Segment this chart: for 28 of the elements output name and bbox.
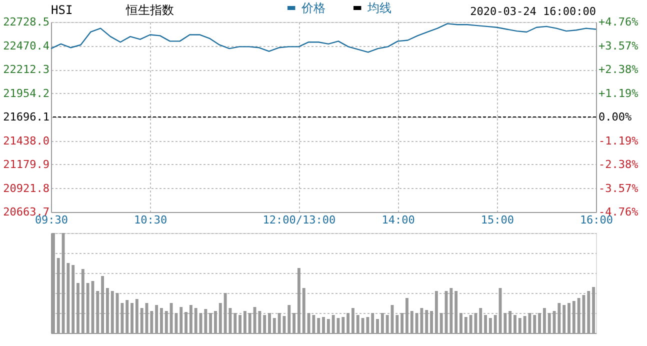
y2-tick-label: +3.57% <box>598 39 639 52</box>
y-tick-label: 21954.2 <box>3 86 50 100</box>
y2-tick-label: -2.38% <box>598 158 639 171</box>
x-tick-label: 16:00 <box>580 214 614 226</box>
y2-tick-label: +2.38% <box>598 63 639 76</box>
chart-subtitle: 恒生指数 <box>125 3 174 17</box>
legend-label: 均线 <box>366 1 392 15</box>
chart-title: HSI <box>51 3 73 17</box>
y2-tick-label: +4.76% <box>598 16 639 28</box>
x-tick-label: 12:00/13:00 <box>262 214 336 226</box>
y-tick-label: 21438.0 <box>3 134 50 148</box>
x-tick-label: 09:30 <box>34 214 68 226</box>
x-tick-label: 15:00 <box>480 214 514 226</box>
text: 2020-03-24 16:00:00 <box>470 5 596 18</box>
y2-tick-label: +1.19% <box>598 86 639 100</box>
y-tick-label: 20921.8 <box>3 182 50 195</box>
x-tick-label: 10:30 <box>134 214 168 226</box>
y-tick-label: 21696.1 <box>3 110 50 124</box>
y-tick-label: 22212.3 <box>3 63 50 76</box>
y2-tick-label: -3.57% <box>598 182 639 195</box>
legend-label: 价格 <box>300 1 326 15</box>
y-tick-label: 21179.9 <box>3 158 50 171</box>
y-tick-label: 22470.4 <box>3 39 50 52</box>
line-series <box>50 23 597 53</box>
y2-tick-label: -1.19% <box>598 134 639 148</box>
y2-tick-label: 0.00% <box>598 110 632 124</box>
x-tick-label: 14:00 <box>382 214 415 226</box>
y-tick-label: 22728.5 <box>3 16 50 28</box>
